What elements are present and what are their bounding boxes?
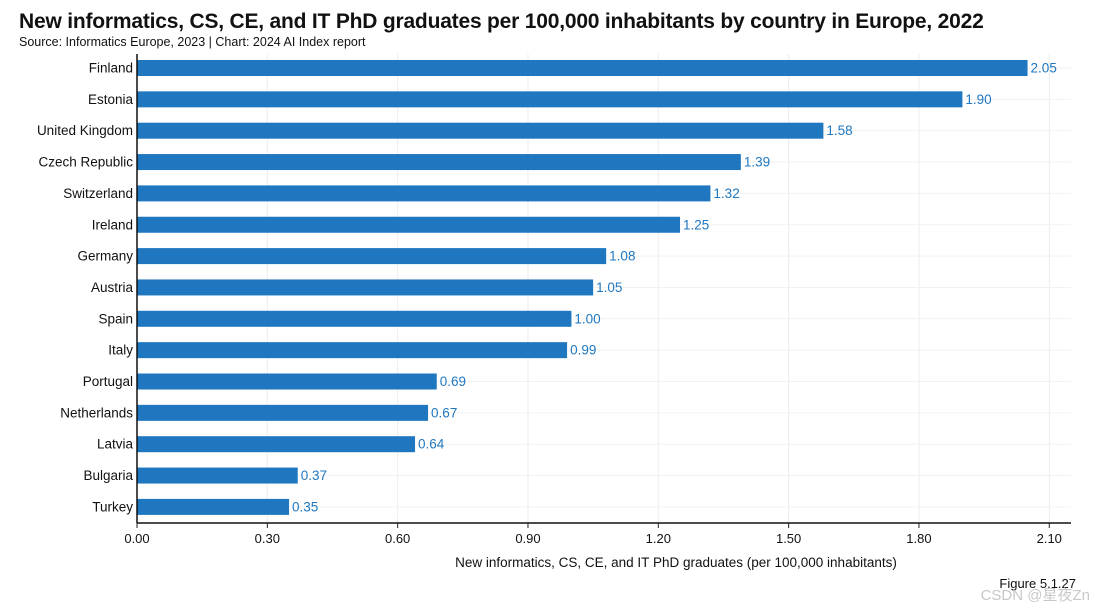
value-label: 0.99 [570,343,596,358]
x-tick-label: 0.60 [385,531,410,546]
bar [137,279,594,296]
bar [137,185,711,202]
value-label: 1.08 [609,249,635,264]
category-label: Italy [108,343,133,358]
category-label: Netherlands [60,405,133,420]
x-tick-label: 1.20 [646,531,671,546]
bar [137,122,824,139]
value-label: 0.37 [301,468,327,483]
category-label: Ireland [92,217,133,232]
value-label: 1.05 [596,280,622,295]
x-tick-label: 1.80 [906,531,931,546]
category-label: Spain [98,311,133,326]
category-label: Switzerland [63,186,133,201]
x-tick-label: 0.90 [515,531,540,546]
value-label: 0.69 [440,374,466,389]
bar [137,498,290,515]
x-tick-label: 0.00 [124,531,149,546]
value-label: 1.39 [744,155,770,170]
bar [137,154,741,171]
chart-title: New informatics, CS, CE, and IT PhD grad… [19,10,984,33]
x-tick-label: 2.10 [1037,531,1062,546]
figure-label: Figure 5.1.27 [999,576,1076,591]
bar [137,310,572,327]
category-label: Estonia [88,92,134,107]
bar [137,91,963,108]
category-label: Austria [91,280,134,295]
category-label: Latvia [97,437,134,452]
value-label: 0.35 [292,499,318,514]
bar [137,342,568,359]
value-label: 2.05 [1031,61,1057,76]
watermark: CSDN @星夜Zn [980,587,1090,604]
category-label: Portugal [83,374,133,389]
value-label: 1.25 [683,217,709,232]
bar [137,467,298,484]
value-label: 1.58 [826,123,852,138]
category-label: Bulgaria [83,468,133,483]
category-label: Czech Republic [38,155,133,170]
value-label: 0.67 [431,405,457,420]
bar [137,404,429,421]
bar [137,373,437,390]
category-label: Finland [89,61,133,76]
value-label: 1.90 [965,92,991,107]
category-label: Turkey [92,499,133,514]
x-tick-label: 1.50 [776,531,801,546]
value-label: 1.32 [713,186,739,201]
bar [137,60,1028,76]
category-label: United Kingdom [37,123,133,138]
category-label: Germany [77,249,133,264]
bar [137,436,416,453]
chart-subtitle: Source: Informatics Europe, 2023 | Chart… [19,35,366,49]
value-label: 0.64 [418,437,445,452]
x-tick-label: 0.30 [255,531,280,546]
x-axis-title: New informatics, CS, CE, and IT PhD grad… [455,555,897,570]
bar [137,248,607,265]
value-label: 1.00 [574,311,600,326]
bar [137,216,681,233]
